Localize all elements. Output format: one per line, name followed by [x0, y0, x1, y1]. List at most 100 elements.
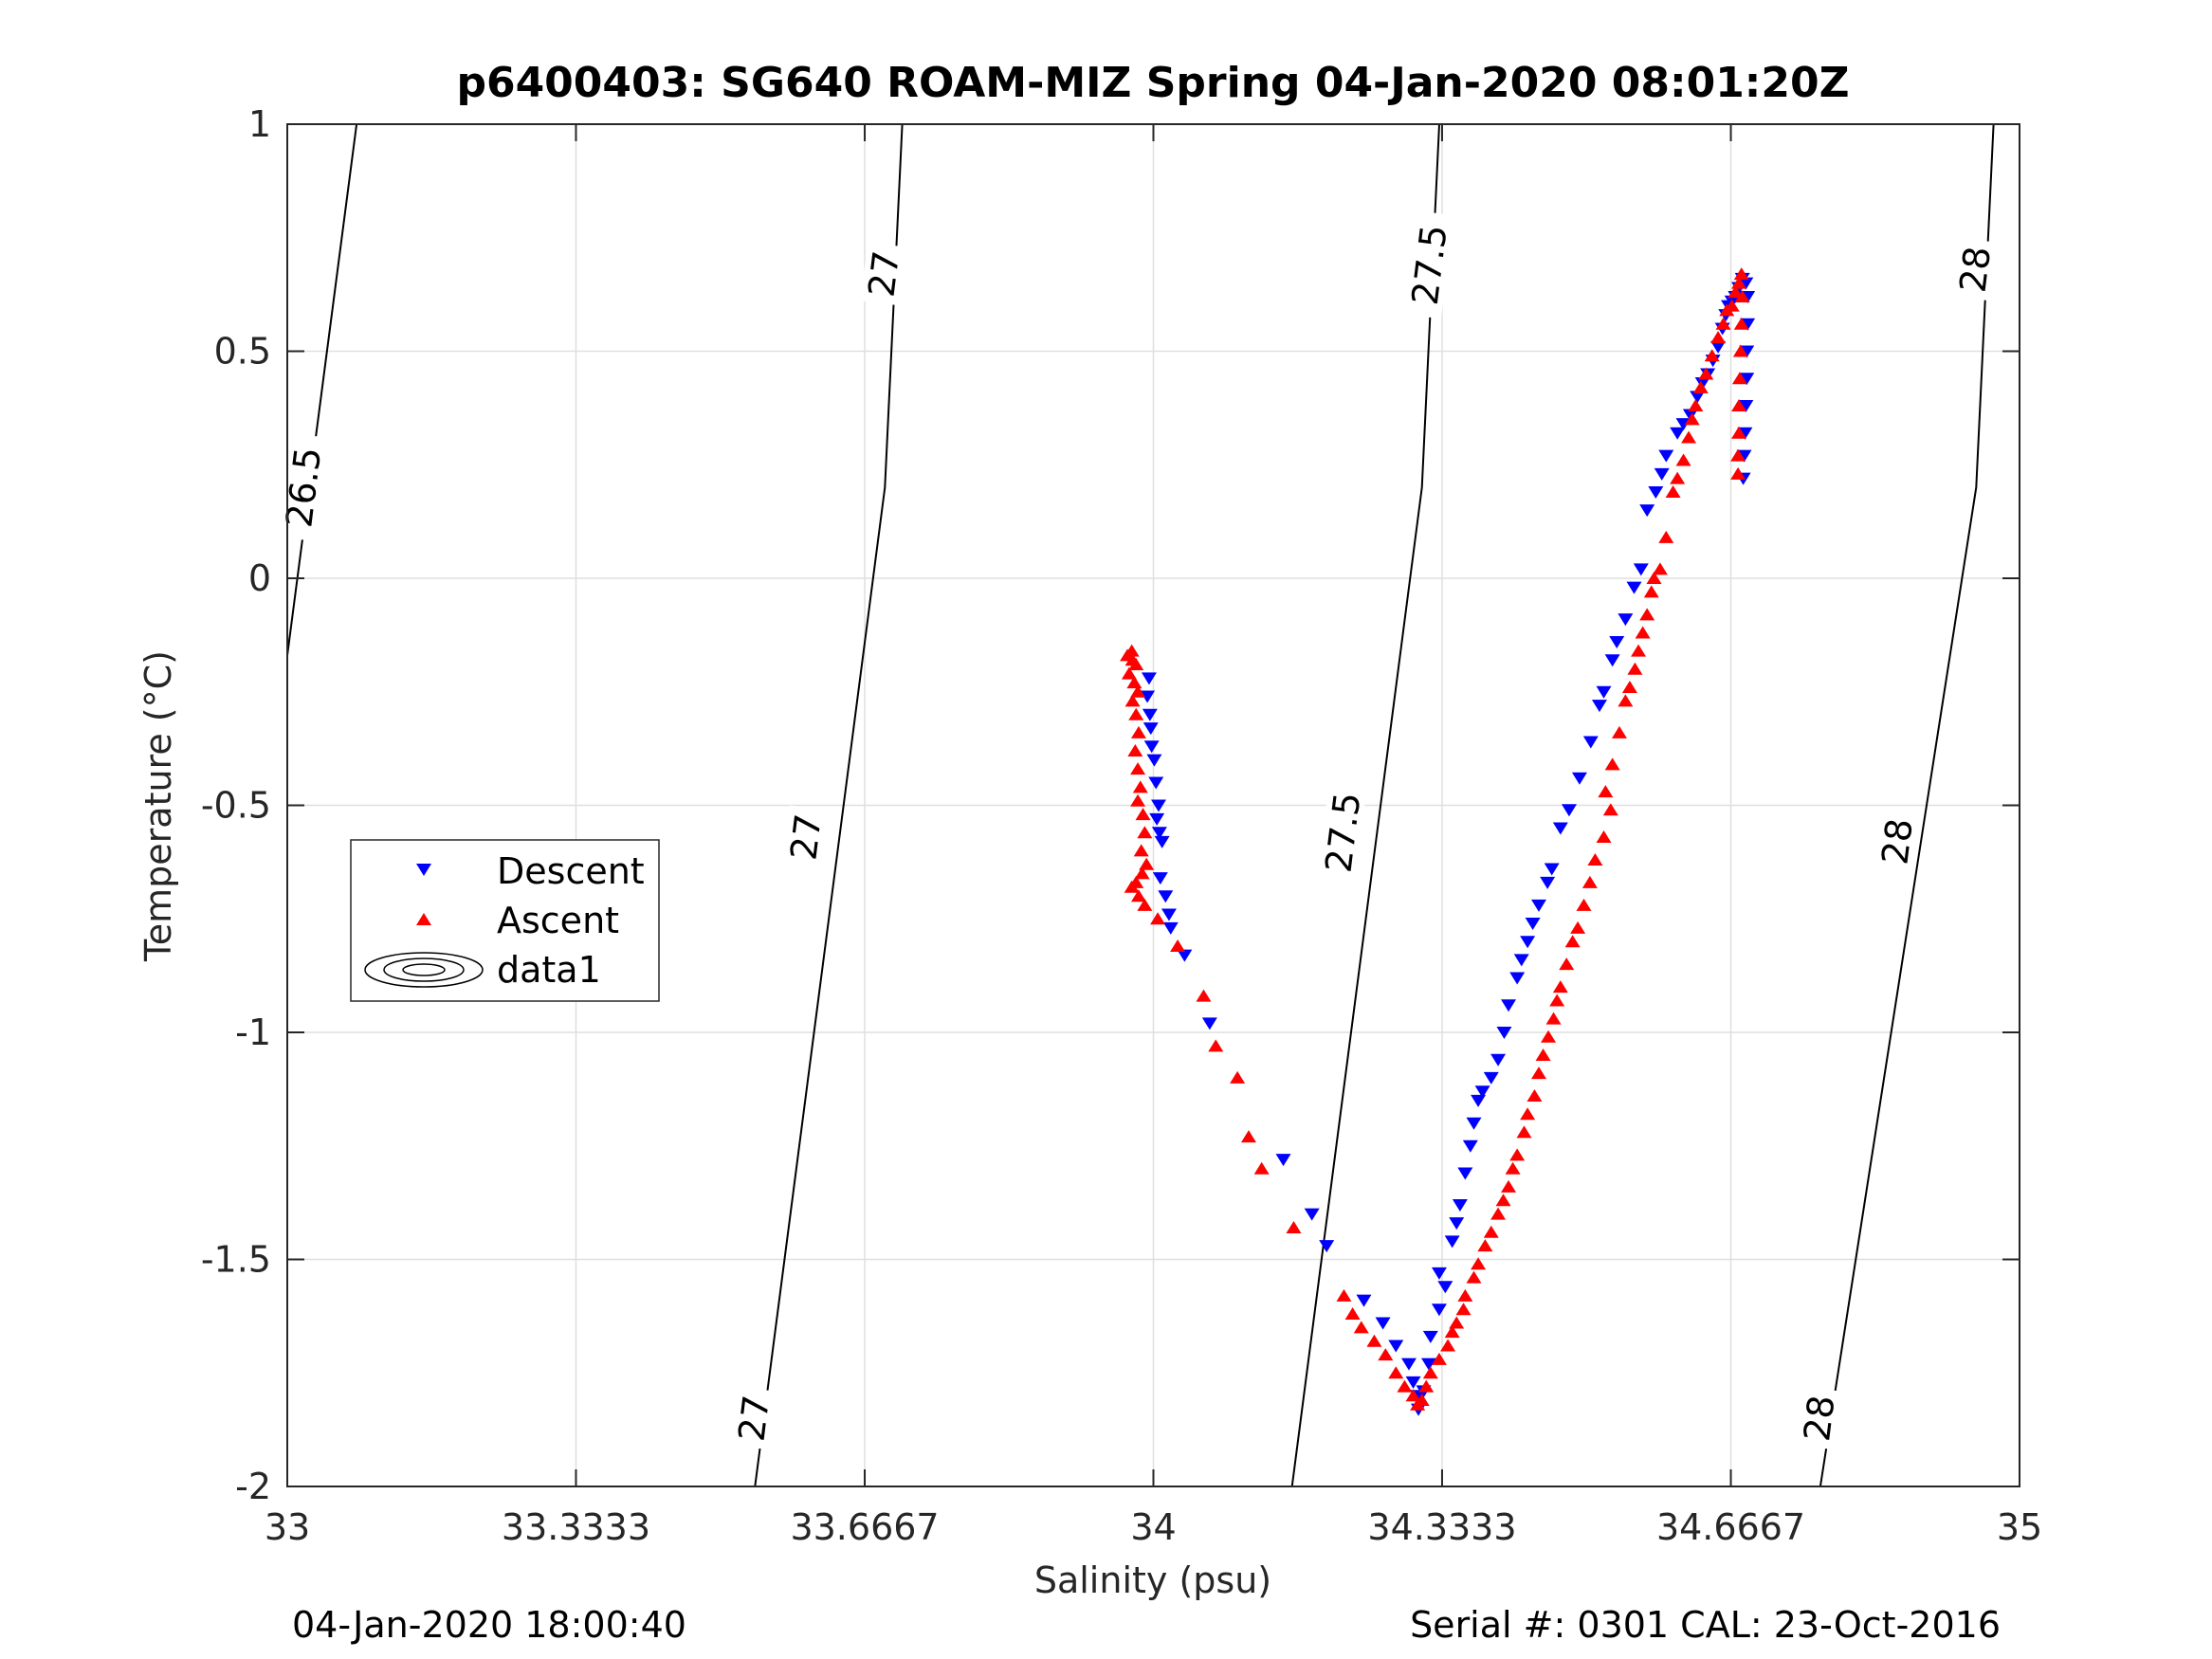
ascent-point	[1535, 1048, 1551, 1061]
data-series	[1120, 267, 1756, 1416]
contour-label-text: 27	[731, 1393, 778, 1443]
legend-data1-label: data1	[497, 949, 601, 991]
ascent-point	[1728, 285, 1744, 299]
descent-point	[1162, 921, 1179, 935]
ascent-point	[1670, 471, 1686, 484]
contour-label-background	[277, 432, 328, 541]
ascent-point	[1621, 680, 1637, 693]
ascent-point	[1698, 367, 1714, 380]
contour-label-background	[1951, 237, 1997, 301]
ascent-point	[1466, 1270, 1482, 1284]
contour-label-background	[1796, 1386, 1841, 1450]
ascent-point	[1552, 980, 1568, 994]
ascent-point	[1730, 448, 1746, 462]
descent-point	[1375, 1317, 1391, 1330]
ascent-point	[1124, 880, 1140, 893]
ascent-point	[1733, 317, 1749, 330]
ascent-point	[1724, 299, 1740, 312]
descent-point	[1471, 1094, 1487, 1107]
x-tick-label: 35	[1997, 1506, 2042, 1548]
ascent-point	[1130, 793, 1146, 807]
descent-point	[1682, 409, 1698, 422]
contour-label-background	[782, 805, 828, 868]
ascent-point	[1731, 276, 1747, 289]
descent-point	[1618, 613, 1634, 627]
descent-point	[1400, 1358, 1417, 1371]
ascent-point	[1170, 939, 1186, 952]
ascent-point	[1516, 1125, 1532, 1139]
descent-point	[1304, 1208, 1320, 1221]
ascent-point	[1444, 1325, 1460, 1339]
axes	[286, 123, 2020, 1487]
ascent-point	[1134, 866, 1150, 880]
descent-point	[1154, 835, 1170, 848]
ascent-point	[1652, 562, 1668, 575]
descent-point	[1177, 949, 1193, 962]
ascent-point	[1253, 1161, 1270, 1175]
descent-point	[1483, 1071, 1499, 1085]
ascent-point	[1490, 1207, 1507, 1220]
descent-point	[1201, 1017, 1217, 1030]
descent-point	[1449, 1217, 1465, 1231]
descent-point	[1158, 890, 1174, 903]
descent-point	[1654, 467, 1670, 481]
descent-point	[1648, 485, 1664, 499]
ascent-point	[1128, 707, 1144, 720]
ascent-point	[1495, 1194, 1511, 1207]
ascent-point	[1587, 852, 1603, 866]
descent-point	[1431, 1304, 1447, 1317]
descent-point	[1143, 740, 1160, 754]
ascent-point	[1388, 1366, 1404, 1379]
x-tick-label: 33.6667	[790, 1506, 939, 1548]
y-tick-label: 0	[248, 557, 271, 599]
contour-label-text: 28	[1952, 244, 2000, 294]
contour-label-background	[860, 242, 905, 306]
descent-point	[1141, 672, 1157, 685]
descent-point	[1739, 373, 1755, 386]
descent-point	[1609, 636, 1625, 649]
ascent-point	[1130, 725, 1146, 738]
legend-contour-icon	[364, 952, 484, 988]
descent-point	[1161, 908, 1177, 921]
ascent-point	[1127, 744, 1143, 757]
contour-label: 28	[1874, 810, 1921, 873]
contour-label-text: 27.5	[1404, 223, 1455, 307]
ascent-point	[1598, 785, 1614, 798]
descent-point	[1151, 827, 1167, 840]
ascent-point	[1405, 1389, 1421, 1402]
descent-point	[1146, 754, 1162, 767]
legend-ascent-marker	[416, 913, 431, 925]
ascent-point	[1710, 331, 1727, 344]
footer-timestamp: 04-Jan-2020 18:00:40	[292, 1604, 686, 1646]
ascent-point	[1611, 725, 1627, 738]
ascent-point	[1135, 808, 1151, 821]
descent-point	[1490, 1053, 1507, 1066]
legend: Descent Ascent data1	[350, 839, 660, 1002]
x-tick-label: 33.3333	[502, 1506, 650, 1548]
descent-point	[1552, 822, 1568, 835]
ascent-point	[1684, 412, 1700, 426]
descent-point	[1142, 708, 1158, 721]
ascent-point	[1541, 1030, 1557, 1043]
descent-point	[1571, 772, 1587, 785]
ascent-point	[1422, 1366, 1438, 1379]
ascent-point	[1130, 889, 1146, 902]
ascent-point	[1344, 1306, 1361, 1320]
ascent-point	[1681, 430, 1697, 444]
descent-point	[1544, 863, 1560, 876]
ascent-point	[1455, 1303, 1472, 1316]
descent-point	[1690, 391, 1706, 404]
ascent-point	[1715, 317, 1731, 330]
ascent-point	[1531, 1066, 1547, 1080]
descent-point	[1437, 1281, 1453, 1294]
descent-point	[1520, 936, 1536, 949]
ascent-point	[1733, 267, 1749, 281]
ascent-point	[1627, 662, 1643, 675]
contour-label: 27.5	[1403, 210, 1455, 319]
legend-box	[350, 839, 660, 1002]
descent-point	[1466, 1117, 1482, 1130]
y-tick-label: -2	[235, 1466, 271, 1507]
ascent-point	[1366, 1334, 1382, 1347]
ascent-point	[1130, 762, 1146, 775]
ascent-point	[1150, 912, 1166, 925]
